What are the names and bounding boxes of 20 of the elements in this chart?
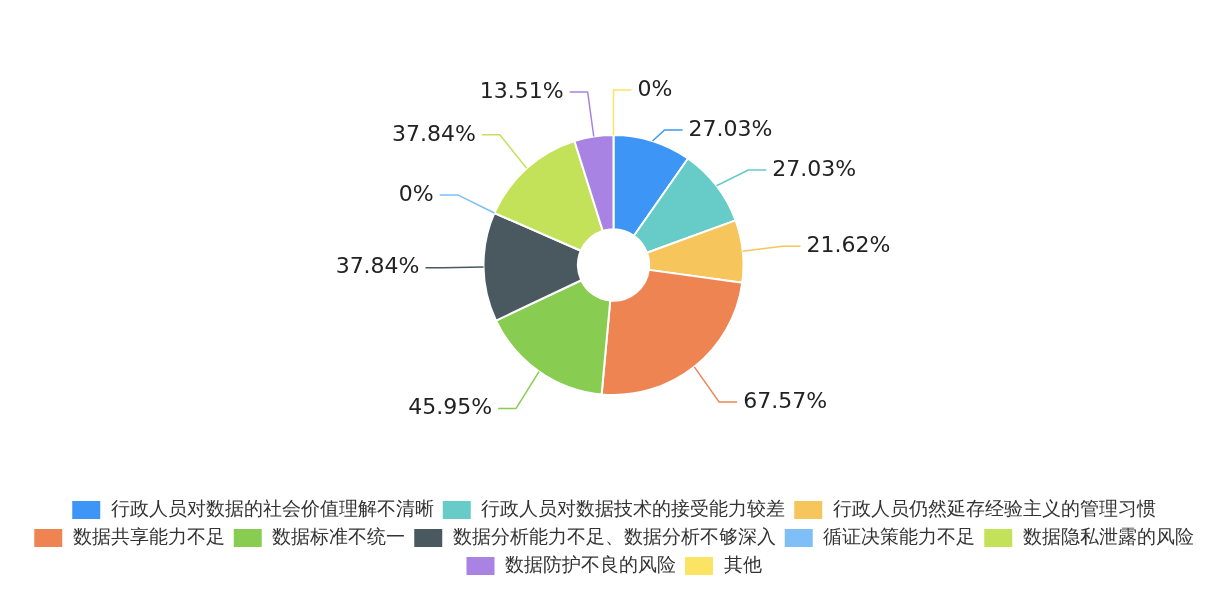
legend-label: 数据共享能力不足: [72, 524, 225, 547]
text: 0%: [398, 180, 434, 206]
legend-label: 数据防护不良的风险: [505, 552, 676, 575]
data-label: 21.62%: [806, 232, 891, 258]
data-label: 27.03%: [772, 155, 857, 181]
legend-label: 行政人员对数据的社会价值理解不清晰: [110, 496, 434, 519]
text: 0%: [637, 75, 673, 101]
legend-label: 数据标准不统一: [272, 524, 406, 547]
legend-label: 行政人员对数据技术的接受能力较差: [481, 496, 786, 519]
legend-label: 行政人员仍然延存经验主义的管理习惯: [832, 496, 1156, 519]
legend-label: 数据隐私泄露的风险: [1022, 524, 1194, 547]
data-label: 37.84%: [392, 120, 476, 146]
legend-label: 循证决策能力不足: [823, 524, 976, 547]
data-label: 13.51%: [479, 77, 564, 103]
legend-label: 数据分析能力不足、数据分析不够深入: [452, 524, 776, 547]
data-label: 37.84%: [335, 253, 420, 279]
data-label: 67.57%: [743, 387, 828, 413]
data-label: 27.03%: [688, 115, 773, 141]
legend-label: 其他: [723, 552, 762, 575]
data-label: 45.95%: [408, 394, 493, 420]
